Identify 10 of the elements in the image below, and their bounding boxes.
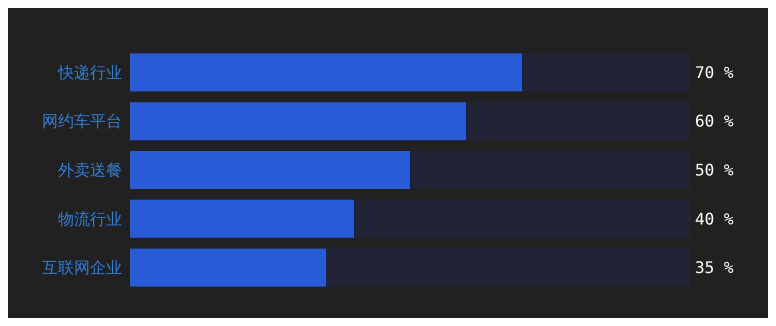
y-tick-label: 外卖送餐 [58, 160, 122, 180]
data-label: 60 % [695, 112, 734, 131]
data-label: 70 % [695, 62, 734, 82]
data-label: 50 % [695, 160, 734, 180]
data-label: 40 % [695, 209, 734, 228]
data-label: 35 % [695, 258, 734, 278]
y-tick-label: 网约车平台 [42, 112, 122, 131]
y-tick-label: 快递行业 [57, 62, 122, 82]
y-tick-label: 互联网企业 [42, 258, 122, 278]
y-tick-label: 物流行业 [58, 209, 122, 228]
